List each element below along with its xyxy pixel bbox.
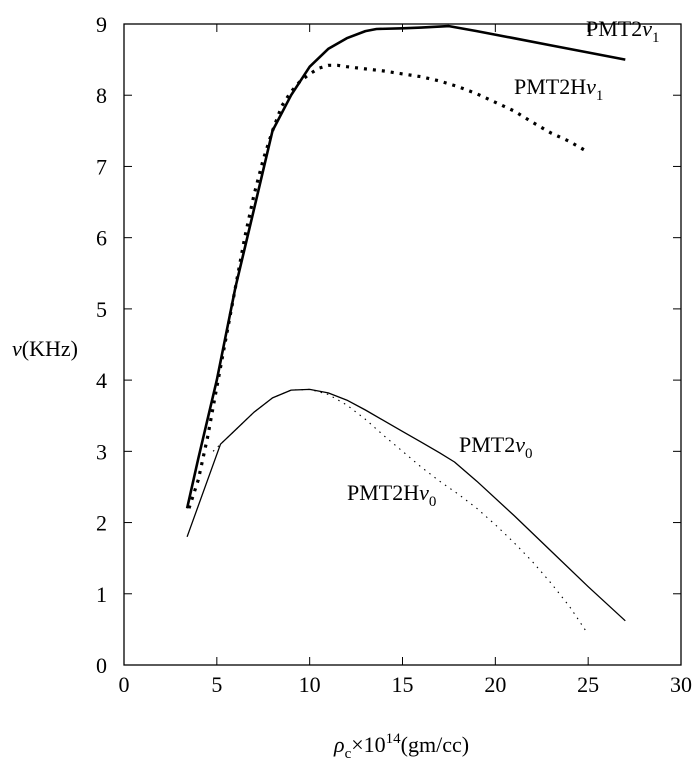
y-tick-label: 3 (96, 439, 107, 464)
x-tick-label: 30 (670, 672, 692, 697)
y-tick-label: 8 (96, 83, 107, 108)
y-tick-label: 1 (96, 582, 107, 607)
y-tick-label: 2 (96, 511, 107, 536)
y-tick-label: 6 (96, 226, 107, 251)
y-tick-label: 9 (96, 12, 107, 37)
series-line-1 (187, 63, 589, 509)
x-tick-label: 20 (484, 672, 506, 697)
x-axis-label: ρc×1014(gm/cc) (333, 731, 469, 762)
x-tick-label: 15 (392, 672, 414, 697)
y-tick-label: 7 (96, 154, 107, 179)
plot-frame (123, 23, 682, 666)
x-tick-label: 5 (211, 672, 222, 697)
label-pmt2h-nu0: PMT2Hν0 (347, 480, 436, 510)
series-line-3 (212, 388, 587, 632)
series-line-0 (185, 24, 626, 509)
x-tick-label: 10 (299, 672, 321, 697)
y-axis-label: ν(KHz) (12, 336, 78, 361)
y-tick-label: 4 (96, 368, 107, 393)
y-tick-label: 5 (96, 297, 107, 322)
series-layer (185, 24, 626, 632)
label-pmt2h-nu1: PMT2Hν1 (514, 74, 603, 104)
label-pmt2-nu0: PMT2ν0 (459, 432, 533, 462)
y-tick-label: 0 (96, 653, 107, 678)
x-tick-label: 0 (119, 672, 130, 697)
x-tick-label: 25 (577, 672, 599, 697)
axis-ticks: 0 5 10 15 20 25 30 0 1 2 3 4 5 6 7 8 9 (96, 12, 692, 697)
series-labels: PMT2ν1 PMT2Hν1 PMT2ν0 PMT2Hν0 (347, 16, 660, 510)
series-line-2 (186, 388, 626, 622)
label-pmt2-nu1: PMT2ν1 (586, 16, 660, 46)
